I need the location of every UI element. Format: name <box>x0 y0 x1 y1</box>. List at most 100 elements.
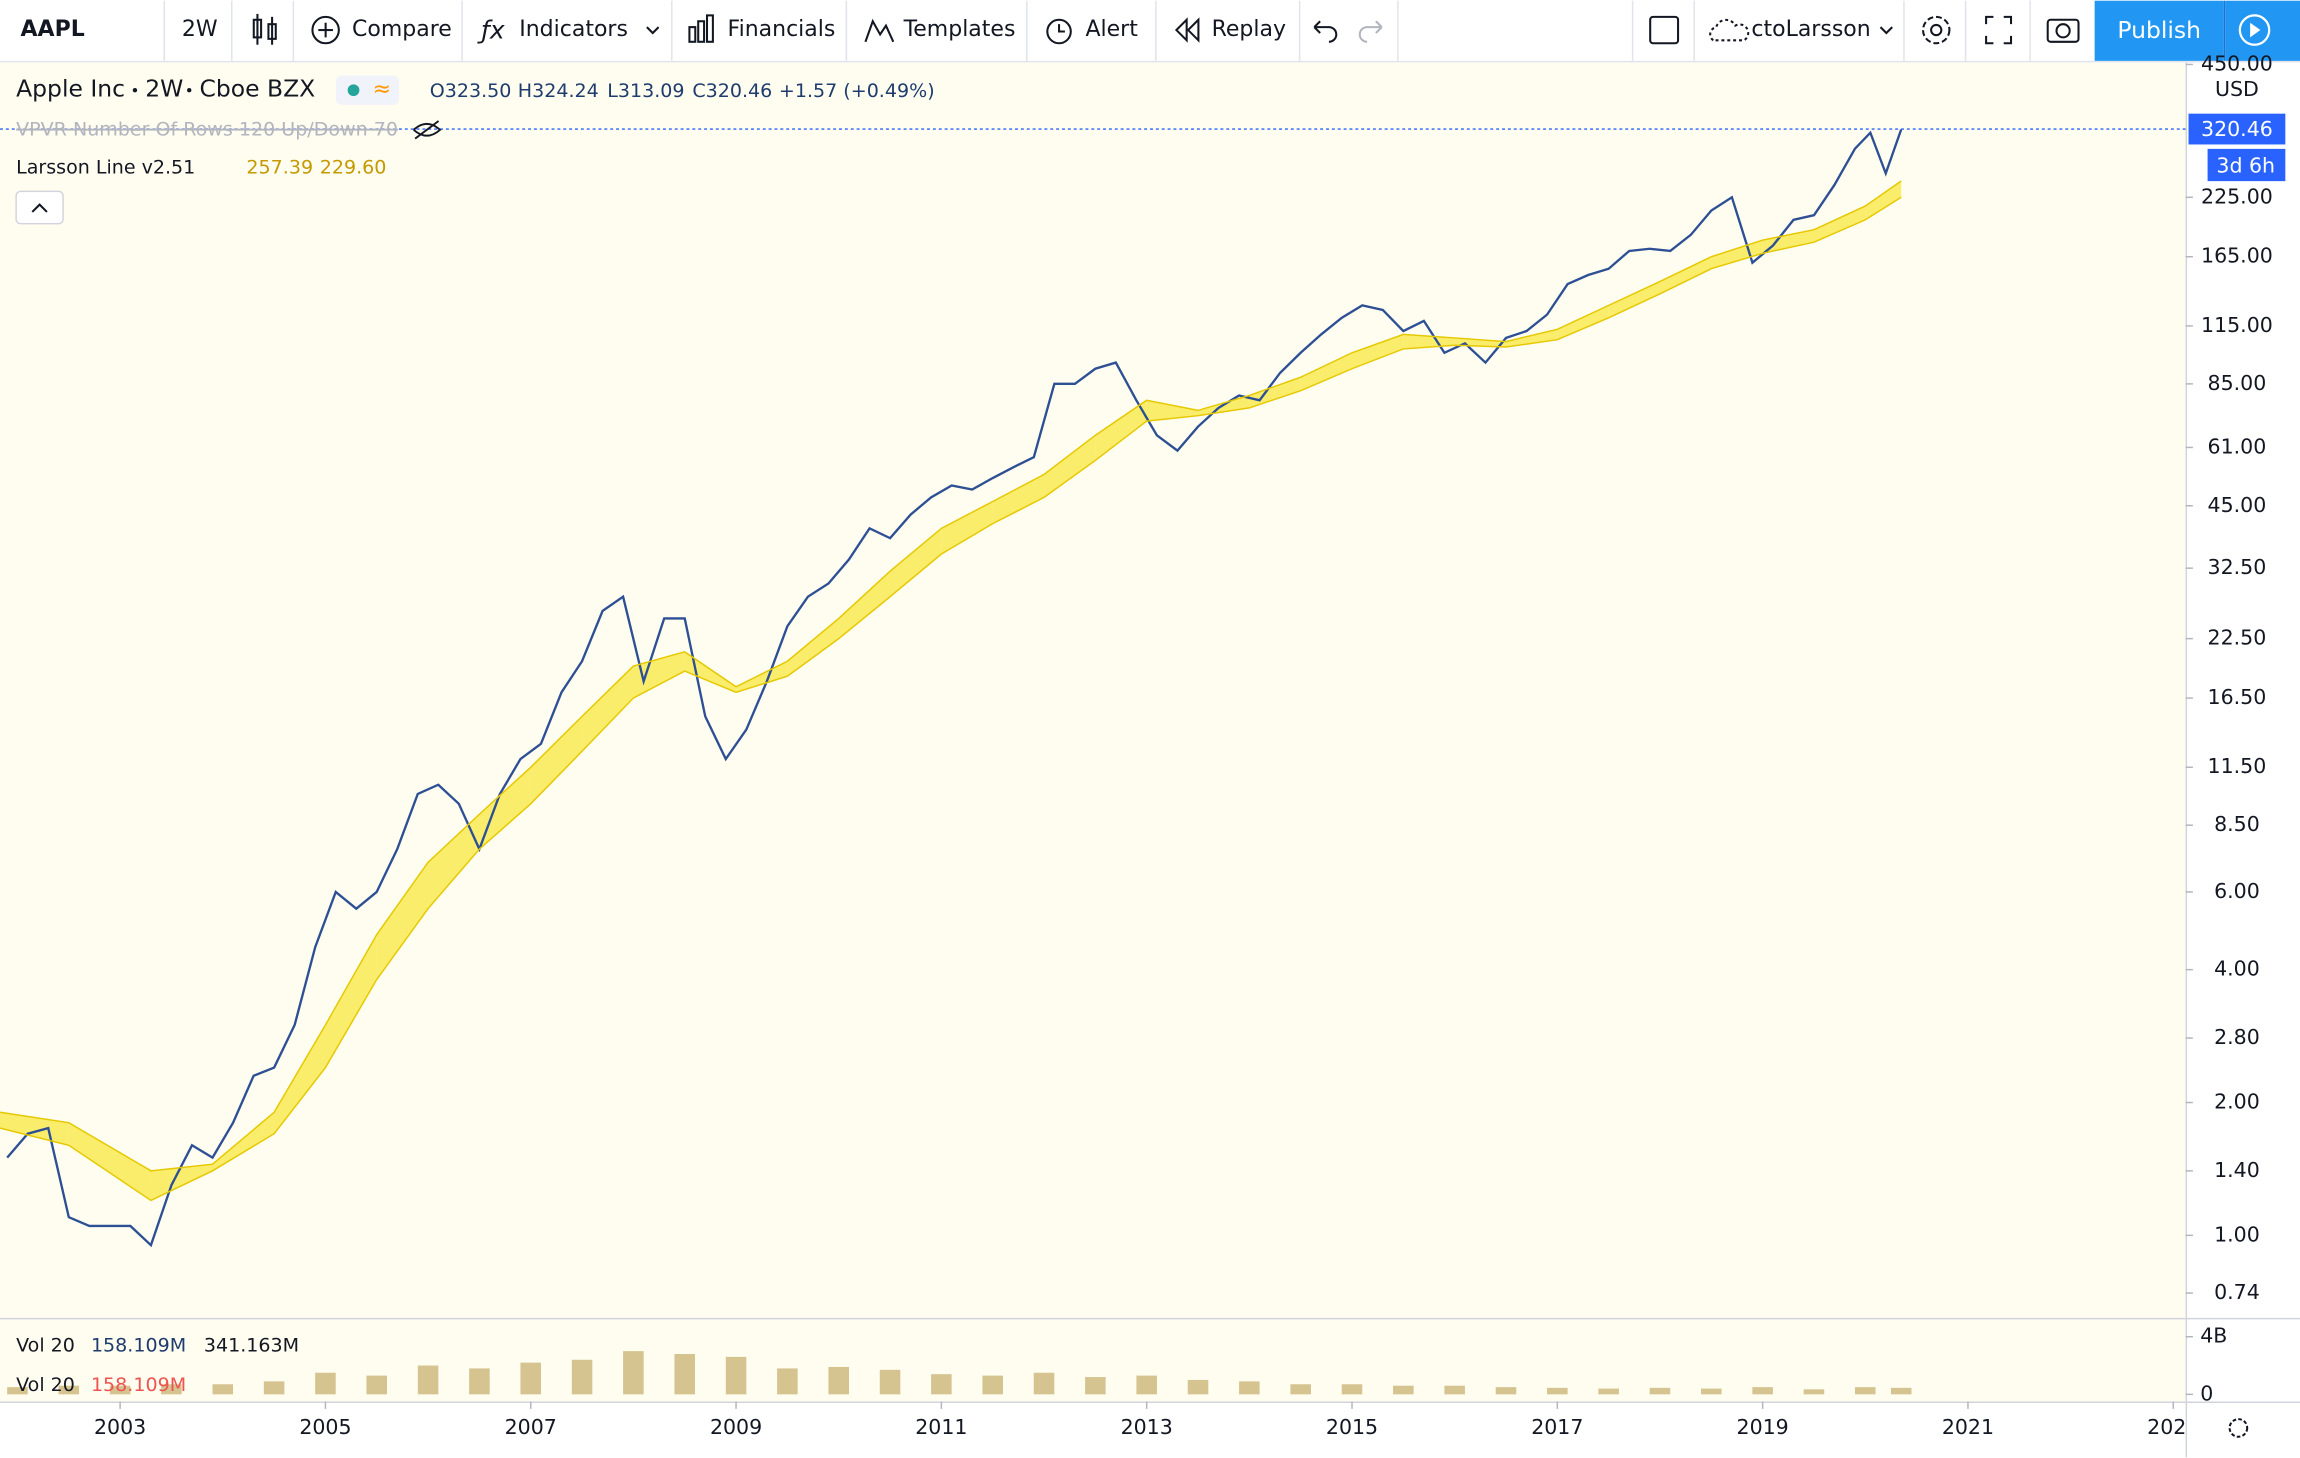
hidden-icon[interactable] <box>413 120 442 140</box>
price-line <box>6 129 1903 1248</box>
chevron[interactable] <box>646 26 660 35</box>
indicators-icon[interactable]: ƒx <box>477 16 505 45</box>
volume-bar <box>879 1369 901 1395</box>
dot <box>132 87 138 93</box>
chevron[interactable] <box>1879 26 1893 35</box>
templates[interactable]: Templates <box>903 17 1016 42</box>
y-tick-label: 85.00 <box>2208 371 2267 395</box>
publish[interactable]: Publish <box>2117 16 2201 44</box>
band-fill <box>633 651 685 699</box>
vol-value: 158.109M <box>91 1374 186 1396</box>
replay[interactable]: Replay <box>1212 17 1286 42</box>
y-tick-label: 1.00 <box>2214 1222 2260 1246</box>
y-tick-label: 6.00 <box>2214 879 2260 903</box>
status-badge[interactable] <box>335 75 399 105</box>
ohlc-high: H324.24 <box>518 80 599 102</box>
volume-bar <box>315 1372 336 1395</box>
vol-name[interactable]: Vol 20 <box>16 1334 75 1356</box>
band-fill <box>1505 329 1558 348</box>
price-pane <box>0 129 1903 1248</box>
band-fill <box>684 651 737 693</box>
larsson-value: 229.60 <box>320 156 387 178</box>
indicators[interactable]: Indicators <box>519 17 628 42</box>
y-tick-label: 225.00 <box>2201 184 2273 208</box>
x-tick-label: 2013 <box>1121 1415 1173 1439</box>
financials[interactable]: Financials <box>728 17 836 42</box>
x-tick-label: 2003 <box>94 1415 146 1439</box>
band-fill <box>274 1024 326 1134</box>
currency[interactable]: USD <box>2215 77 2259 101</box>
volume-bar <box>1803 1389 1825 1395</box>
y-tick-label: 1.40 <box>2214 1158 2260 1182</box>
volume-bar <box>161 1384 182 1395</box>
alert-icon[interactable] <box>1046 18 1072 45</box>
band-fill <box>582 666 634 752</box>
y-tick-label: 32.50 <box>2208 555 2267 579</box>
countdown-box <box>2207 148 2286 182</box>
volume-bar <box>1136 1375 1157 1395</box>
compare-icon[interactable] <box>311 15 340 45</box>
vol-name[interactable]: Vol 20 <box>16 1374 75 1396</box>
publish-button[interactable] <box>2094 0 2224 61</box>
volume-bar <box>58 1385 80 1395</box>
collapse-button[interactable] <box>15 190 64 225</box>
x-tick-label: 2017 <box>1531 1415 1583 1439</box>
settings-icon[interactable] <box>1921 15 1951 45</box>
band-fill <box>530 716 583 804</box>
band-fill <box>1249 377 1301 408</box>
band-fill <box>787 618 839 677</box>
compare[interactable]: Compare <box>352 17 452 42</box>
y-tick-label: 2.00 <box>2214 1090 2260 1114</box>
user[interactable]: ctoLarsson <box>1751 17 1870 42</box>
chart-background <box>0 62 2186 1402</box>
volume-bar <box>982 1375 1003 1395</box>
ohlc-close: C320.46 <box>692 80 772 102</box>
symbol[interactable]: AAPL <box>21 17 85 42</box>
undo[interactable] <box>1313 20 1338 43</box>
volume-tick-label: 0 <box>2200 1381 2213 1405</box>
ohlc-low: L313.09 <box>607 80 684 102</box>
volume-bar <box>1752 1387 1773 1395</box>
volume-bar <box>1444 1385 1465 1395</box>
x-tick-label: 2023 <box>2147 1415 2199 1439</box>
symbol-interval: 2W <box>145 75 183 103</box>
delayed-icon: ≈ <box>373 77 391 102</box>
volume-bar <box>1495 1387 1517 1395</box>
time-settings[interactable] <box>2228 1418 2249 1438</box>
volume-bar <box>931 1374 952 1395</box>
volume-bar <box>1890 1387 1912 1395</box>
y-tick-label: 4.00 <box>2214 957 2260 981</box>
layout-icon[interactable] <box>1649 15 1680 45</box>
x-tick-label: 2021 <box>1942 1415 1994 1439</box>
snapshot-icon[interactable] <box>2046 18 2080 43</box>
interval[interactable]: 2W <box>182 17 218 42</box>
y-tick-label: 61.00 <box>2208 434 2267 458</box>
volume-bar <box>263 1381 285 1395</box>
volume-tick-label: 4B <box>2200 1324 2227 1348</box>
templates-icon[interactable] <box>864 18 895 43</box>
band-fill <box>1608 281 1660 318</box>
y-tick-label: 450.00 <box>2201 51 2273 75</box>
band-fill <box>1095 400 1147 461</box>
publish-menu[interactable] <box>2225 0 2300 61</box>
financials-icon[interactable] <box>688 14 714 43</box>
band-edge <box>0 180 1902 1172</box>
chart-style-icon[interactable] <box>252 13 277 45</box>
y-tick-label: 45.00 <box>2208 493 2267 517</box>
volume-bar <box>212 1384 234 1395</box>
fullscreen-icon[interactable] <box>1985 15 2013 45</box>
redo[interactable] <box>1358 20 1383 43</box>
band-fill <box>1659 256 1712 294</box>
play-icon[interactable] <box>2238 14 2271 46</box>
volume-bar <box>1598 1388 1619 1395</box>
larsson-name[interactable]: Larsson Line v2.51 <box>16 156 195 178</box>
alert[interactable]: Alert <box>1085 17 1138 42</box>
band-fill <box>68 1122 151 1201</box>
vpvr-indicator[interactable]: VPVR Number Of Rows 120 Up/Down 70 <box>16 118 398 140</box>
band-fill <box>1044 435 1096 498</box>
volume-bar <box>1085 1377 1106 1395</box>
band-fill <box>428 814 480 909</box>
replay-icon[interactable] <box>1174 17 1200 43</box>
volume-bar <box>1393 1385 1414 1395</box>
